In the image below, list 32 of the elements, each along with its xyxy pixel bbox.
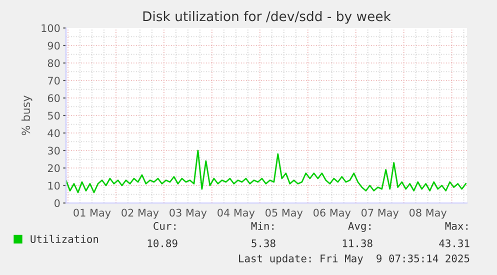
y-axis-title: % busy	[21, 96, 32, 136]
x-tick-label: 03 May	[170, 208, 207, 219]
legend-label: Utilization	[30, 234, 98, 243]
text: Last update: Fri May 9 07:35:14 2025	[239, 254, 470, 264]
text: 5.38	[252, 239, 276, 248]
y-tick-label: 100	[42, 24, 60, 32]
y-tick-label: 10	[48, 182, 60, 190]
y-tick-label: 30	[48, 146, 60, 155]
y-tick-label: 70	[48, 76, 60, 85]
x-tick-label: 07 May	[362, 208, 399, 219]
y-tick-label: 90	[48, 42, 60, 50]
text: Cur:	[154, 222, 176, 230]
y-tick-label: 20	[48, 164, 60, 172]
text: Avg:	[348, 222, 370, 232]
x-tick-label: 02 May	[122, 208, 159, 219]
text: 10.89	[148, 239, 178, 248]
y-tick-label: 0	[54, 199, 60, 208]
x-tick-label: 05 May	[266, 208, 303, 219]
x-tick-label: 04 May	[218, 208, 255, 219]
text: 11.38	[342, 239, 372, 248]
y-tick-label: 80	[48, 59, 60, 68]
text: Min:	[251, 222, 274, 230]
x-tick-label: 01 May	[74, 208, 111, 219]
text: 43.31	[439, 239, 470, 248]
chart-title: Disk utilization for /dev/sdd - by week	[143, 11, 391, 24]
y-tick-label: 60	[48, 94, 60, 102]
y-tick-label: 50	[48, 112, 60, 120]
x-tick-label: 08 May	[409, 208, 447, 219]
y-tick-label: 40	[48, 129, 60, 138]
x-tick-label: 06 May	[314, 208, 351, 219]
line-series	[66, 150, 467, 194]
text: Max:	[445, 222, 468, 230]
